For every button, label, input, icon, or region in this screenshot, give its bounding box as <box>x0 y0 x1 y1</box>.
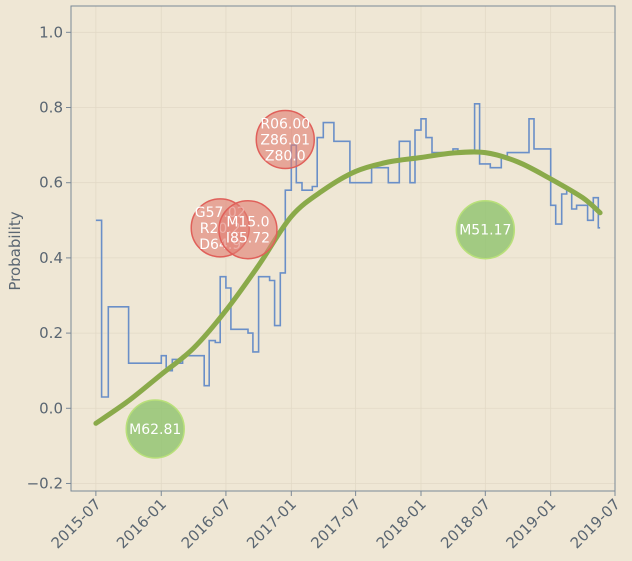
x-tick-label: 2016-07 <box>178 495 235 552</box>
y-tick-label: 0.6 <box>39 174 63 192</box>
x-tick-label: 2019-01 <box>502 495 559 552</box>
annotation-label: M15.0 <box>226 215 269 231</box>
annotation-label: R06.00 <box>260 116 310 132</box>
y-tick-label: 0.8 <box>39 99 63 117</box>
x-tick-label: 2019-07 <box>567 495 624 552</box>
y-tick-label: 0.0 <box>39 399 63 417</box>
annotation-bubble: M51.17 <box>455 199 516 260</box>
y-tick-label: −0.2 <box>27 474 63 492</box>
x-tick-label: 2016-01 <box>113 495 170 552</box>
annotation-label: M51.17 <box>459 223 511 239</box>
trend-series-line <box>93 149 603 426</box>
green-bubble-circle <box>125 399 185 459</box>
annotation-bubble: M62.81 <box>125 399 185 459</box>
plot-frame <box>70 5 616 492</box>
y-tick-label: 0.2 <box>39 324 63 342</box>
annotation-layer: R06.00Z86.01Z80.0G57.02R20.2D64.9M15.0I8… <box>125 109 516 459</box>
red-bubble-circle <box>255 109 316 170</box>
y-axis-label: Probability <box>6 211 24 290</box>
series-layer <box>93 103 603 426</box>
y-axis: −0.2 0.0 0.2 0.4 0.6 0.8 1.0 <box>27 23 71 492</box>
step-series-line <box>95 103 601 398</box>
x-axis: 2015-07 2016-01 2016-07 2017-01 2017-07 2018-… <box>48 491 624 552</box>
y-tick-label: 1.0 <box>39 23 63 41</box>
annotation-label: Z80.0 <box>265 148 306 164</box>
red-bubble-circle <box>218 199 278 260</box>
annotation-label: M62.81 <box>129 422 181 438</box>
green-bubble-circle <box>455 199 516 260</box>
annotation-label: I85.72 <box>226 231 270 247</box>
y-tick-label: 0.4 <box>39 249 63 267</box>
x-tick-label: 2017-01 <box>243 495 300 552</box>
annotation-label: Z86.01 <box>260 132 310 148</box>
x-tick-label: 2018-01 <box>373 495 430 552</box>
x-tick-label: 2017-07 <box>307 495 364 552</box>
x-tick-label: 2018-07 <box>437 495 494 552</box>
x-tick-label: 2015-07 <box>48 495 105 552</box>
